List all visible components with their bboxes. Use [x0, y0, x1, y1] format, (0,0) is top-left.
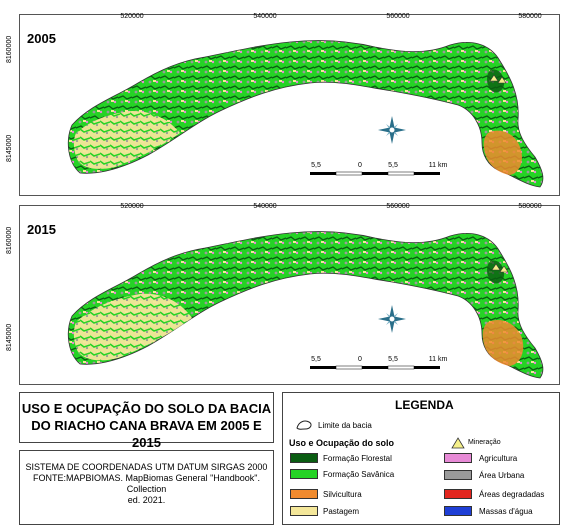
title-line: DO RIACHO CANA BRAVA EM 2005 E: [31, 418, 262, 433]
silviculture-zone: [482, 319, 524, 366]
compass-rose-icon: [378, 116, 406, 144]
map-title: USO E OCUPAÇÃO DO SOLO DA BACIA DO RIACH…: [20, 393, 273, 451]
y-tick: 8160000: [6, 226, 13, 254]
swatch-pastagem: [290, 506, 318, 516]
legend-label: Pastagem: [323, 507, 360, 516]
scale-label: 0: [358, 356, 362, 363]
x-tick: 580000: [518, 13, 542, 20]
map-year-label: 2015: [27, 222, 56, 237]
legend-label: Área Urbana: [479, 471, 525, 480]
scale-label: 11 km: [428, 356, 448, 363]
y-tick: 8145000: [6, 134, 13, 162]
swatch-area-urbana: [444, 470, 472, 480]
legend-boundary-label: Limite da bacia: [318, 421, 372, 430]
mining-markers: [491, 263, 509, 273]
y-tick: 8145000: [6, 323, 13, 351]
mining-icon: [451, 437, 465, 449]
x-tick: 560000: [386, 203, 410, 210]
mining-markers: [489, 74, 507, 84]
title-line: USO E OCUPAÇÃO DO SOLO DA BACIA: [21, 401, 272, 416]
x-tick: 540000: [253, 203, 277, 210]
swatch-formacao-florestal: [290, 453, 318, 463]
map-panel-2005: 2005 520000 540000 560000 580000 8160000…: [6, 13, 560, 196]
source-line: Collection: [126, 484, 167, 494]
swatch-silvicultura: [290, 489, 318, 499]
title-box: USO E OCUPAÇÃO DO SOLO DA BACIA DO RIACH…: [19, 392, 274, 450]
swatch-agricultura: [444, 453, 472, 463]
scale-label: 5,5: [388, 356, 398, 363]
swatch-formacao-savanica: [290, 469, 318, 479]
silviculture-zone: [483, 130, 522, 175]
legend-label: Massas d'água: [479, 507, 533, 516]
swatch-massas-dagua: [444, 506, 472, 516]
x-tick: 520000: [120, 13, 144, 20]
x-tick: 540000: [253, 13, 277, 20]
source-line: ed. 2021.: [127, 495, 166, 505]
scale-label: 0: [358, 162, 362, 169]
pasture-zone: [73, 111, 180, 169]
legend-label: Áreas degradadas: [479, 490, 545, 499]
legend-box: LEGENDA Limite da bacia Uso e Ocupação d…: [282, 392, 560, 525]
scale-label: 5,5: [388, 162, 398, 169]
x-tick: 520000: [120, 203, 144, 210]
legend-label: Formação Florestal: [323, 454, 392, 463]
legend-title: LEGENDA: [395, 398, 454, 412]
source-line: SISTEMA DE COORDENADAS UTM DATUM SIRGAS …: [25, 462, 268, 472]
forest-zone: [487, 260, 505, 284]
legend-mining-label: Mineração: [468, 439, 501, 446]
basin-boundary-icon: [296, 420, 312, 430]
scale-label: 11 km: [428, 162, 448, 169]
legend-label: Silvicultura: [323, 490, 362, 499]
basin-map-2005: [67, 40, 544, 188]
legend-section-title: Uso e Ocupação do solo: [289, 438, 395, 448]
map-panel-2015: 2015 520000 540000 560000 580000 8160000…: [6, 203, 560, 385]
pasture-zone: [73, 293, 192, 361]
basin-shape: [67, 40, 544, 188]
legend-label: Agricultura: [479, 454, 518, 463]
map-year-label: 2005: [27, 31, 56, 46]
source-line: FONTE:MAPBIOMAS. MapBiomas General "Hand…: [33, 473, 260, 483]
scale-label: 5,5: [311, 356, 321, 363]
y-tick: 8160000: [6, 35, 13, 63]
title-line: 2015: [132, 435, 161, 450]
x-tick: 580000: [518, 203, 542, 210]
source-box: SISTEMA DE COORDENADAS UTM DATUM SIRGAS …: [19, 450, 274, 525]
scale-bar: [310, 365, 440, 370]
basin-map-2015: [67, 231, 544, 379]
basin-shape: [67, 231, 544, 379]
legend-label: Formação Savânica: [323, 470, 395, 479]
scale-bar: [310, 171, 440, 176]
compass-rose-icon: [378, 305, 406, 333]
scale-label: 5,5: [311, 162, 321, 169]
swatch-areas-degradadas: [444, 489, 472, 499]
x-tick: 560000: [386, 13, 410, 20]
